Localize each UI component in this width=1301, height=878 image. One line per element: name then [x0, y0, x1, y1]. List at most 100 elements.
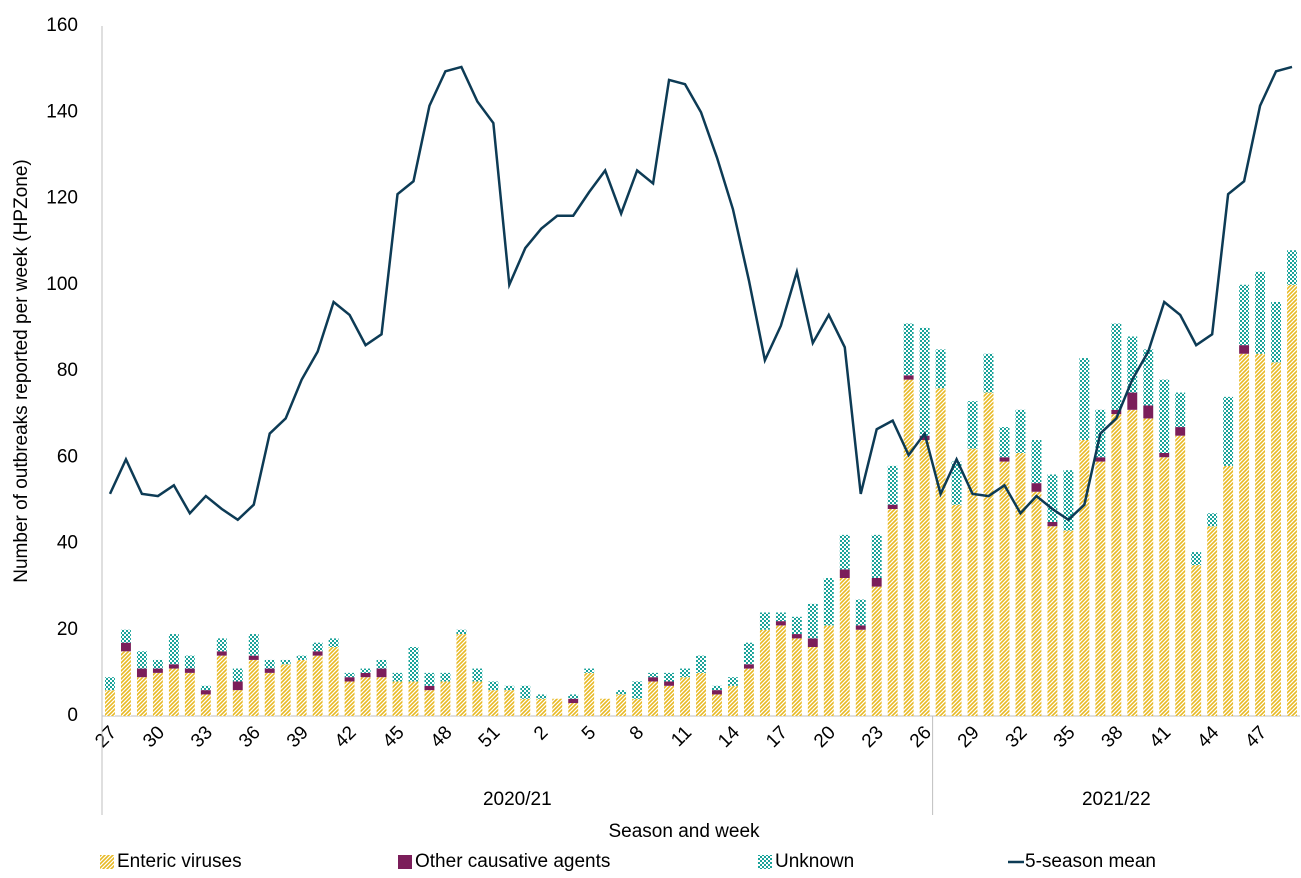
- bar-segment: [696, 655, 706, 673]
- bar-segment: [680, 668, 690, 678]
- x-tick-label: 38: [1098, 722, 1128, 752]
- bar-segment: [392, 681, 403, 716]
- bar-segment: [648, 672, 659, 678]
- bar-segment: [1271, 302, 1281, 363]
- bar-segment: [1287, 284, 1297, 716]
- bar-segment: [1239, 284, 1250, 346]
- y-tick-label: 140: [46, 101, 78, 122]
- bar-segment: [1207, 513, 1218, 527]
- bar-segment: [1095, 461, 1106, 716]
- bar-segment: [935, 388, 946, 716]
- bar-segment: [743, 664, 754, 669]
- bar-segment: [887, 509, 898, 716]
- y-axis-title: Number of outbreaks reported per week (H…: [11, 159, 32, 582]
- bar-segment: [727, 677, 738, 686]
- bar-segment: [1223, 396, 1234, 466]
- group-label: 2021/22: [1082, 789, 1151, 810]
- bar-segment: [520, 685, 531, 699]
- bar-segment: [136, 651, 147, 669]
- bar-segment: [951, 461, 962, 505]
- bar-segment: [456, 629, 467, 635]
- bar-segment: [168, 668, 179, 716]
- bar-segment: [775, 621, 786, 626]
- bar-segment: [424, 690, 435, 716]
- bar-segment: [424, 685, 435, 691]
- x-tick-label: 5: [578, 722, 600, 744]
- x-tick-label: 42: [331, 722, 361, 752]
- bar-segment: [1047, 521, 1058, 527]
- bar-segment: [712, 694, 722, 716]
- x-tick-label: 45: [379, 722, 409, 752]
- y-tick-label: 40: [57, 533, 78, 554]
- bar-segment: [1143, 349, 1154, 406]
- bar-segment: [184, 672, 195, 716]
- bar-segment: [632, 681, 643, 699]
- bar-segment: [759, 612, 770, 630]
- x-tick-label: 11: [667, 722, 696, 751]
- bar-segment: [743, 668, 754, 716]
- bar-segment: [472, 668, 483, 682]
- bar-segment: [983, 353, 994, 393]
- bar-segment: [456, 634, 467, 716]
- bar-segment: [1047, 526, 1058, 716]
- bar-segment: [919, 440, 930, 716]
- bar-segment: [568, 703, 579, 716]
- group-label: 2020/21: [483, 789, 552, 810]
- bar-segment: [887, 504, 898, 509]
- bar-segment: [392, 672, 403, 682]
- bar-segment: [1079, 358, 1090, 440]
- bar-segment: [136, 677, 147, 716]
- x-tick-label: 2: [530, 722, 552, 744]
- bar-segment: [1159, 379, 1170, 453]
- mean-line: [108, 65, 1293, 522]
- bar-segment: [759, 629, 770, 716]
- x-tick-label: 51: [475, 722, 505, 752]
- bar-segment: [664, 672, 675, 682]
- bar-segment: [216, 655, 227, 716]
- x-axis-title: Season and week: [608, 821, 760, 842]
- bar-segment: [472, 681, 483, 716]
- bar-segment: [855, 625, 866, 630]
- bar-segment: [823, 625, 834, 716]
- bar-segment: [568, 694, 579, 699]
- bar-segment: [887, 465, 898, 505]
- bar-segment: [1143, 418, 1154, 716]
- bar-segment: [967, 401, 978, 449]
- bar-segment: [775, 612, 786, 622]
- bar-segment: [376, 659, 387, 669]
- bar-segment: [232, 668, 243, 682]
- legend-label: Enteric viruses: [117, 851, 242, 872]
- bar-segment: [1175, 427, 1186, 436]
- bar-segment: [664, 685, 675, 716]
- bar-segment: [121, 651, 131, 716]
- bar-segment: [440, 672, 451, 682]
- bar-segment: [280, 664, 291, 716]
- bar-segment: [855, 599, 866, 626]
- bar-segment: [855, 629, 866, 716]
- bar-segment: [1031, 483, 1042, 492]
- bar-segment: [648, 677, 659, 682]
- bar-segment: [504, 690, 515, 716]
- bar-segment: [344, 681, 355, 716]
- bar-segment: [871, 534, 882, 578]
- x-tick-label: 20: [810, 722, 840, 752]
- bar-segment: [1111, 409, 1122, 415]
- x-tick-label: 48: [427, 722, 457, 752]
- bar-segment: [152, 668, 163, 673]
- bar-segment: [1223, 465, 1234, 716]
- bar-segment: [200, 694, 211, 716]
- bar-segment: [200, 685, 211, 691]
- x-tick-label: 32: [1002, 722, 1032, 752]
- bar-segment: [328, 647, 339, 716]
- bar-segment: [1127, 409, 1138, 716]
- bar-segment: [712, 690, 722, 695]
- y-tick-label: 60: [57, 446, 78, 467]
- y-tick-label: 100: [46, 274, 78, 295]
- x-tick-label: 35: [1050, 722, 1080, 752]
- bar-segment: [328, 638, 339, 647]
- bar-segment: [999, 427, 1010, 458]
- bar-segment: [232, 690, 243, 716]
- bar-segment: [488, 681, 499, 691]
- bar-segment: [839, 534, 850, 570]
